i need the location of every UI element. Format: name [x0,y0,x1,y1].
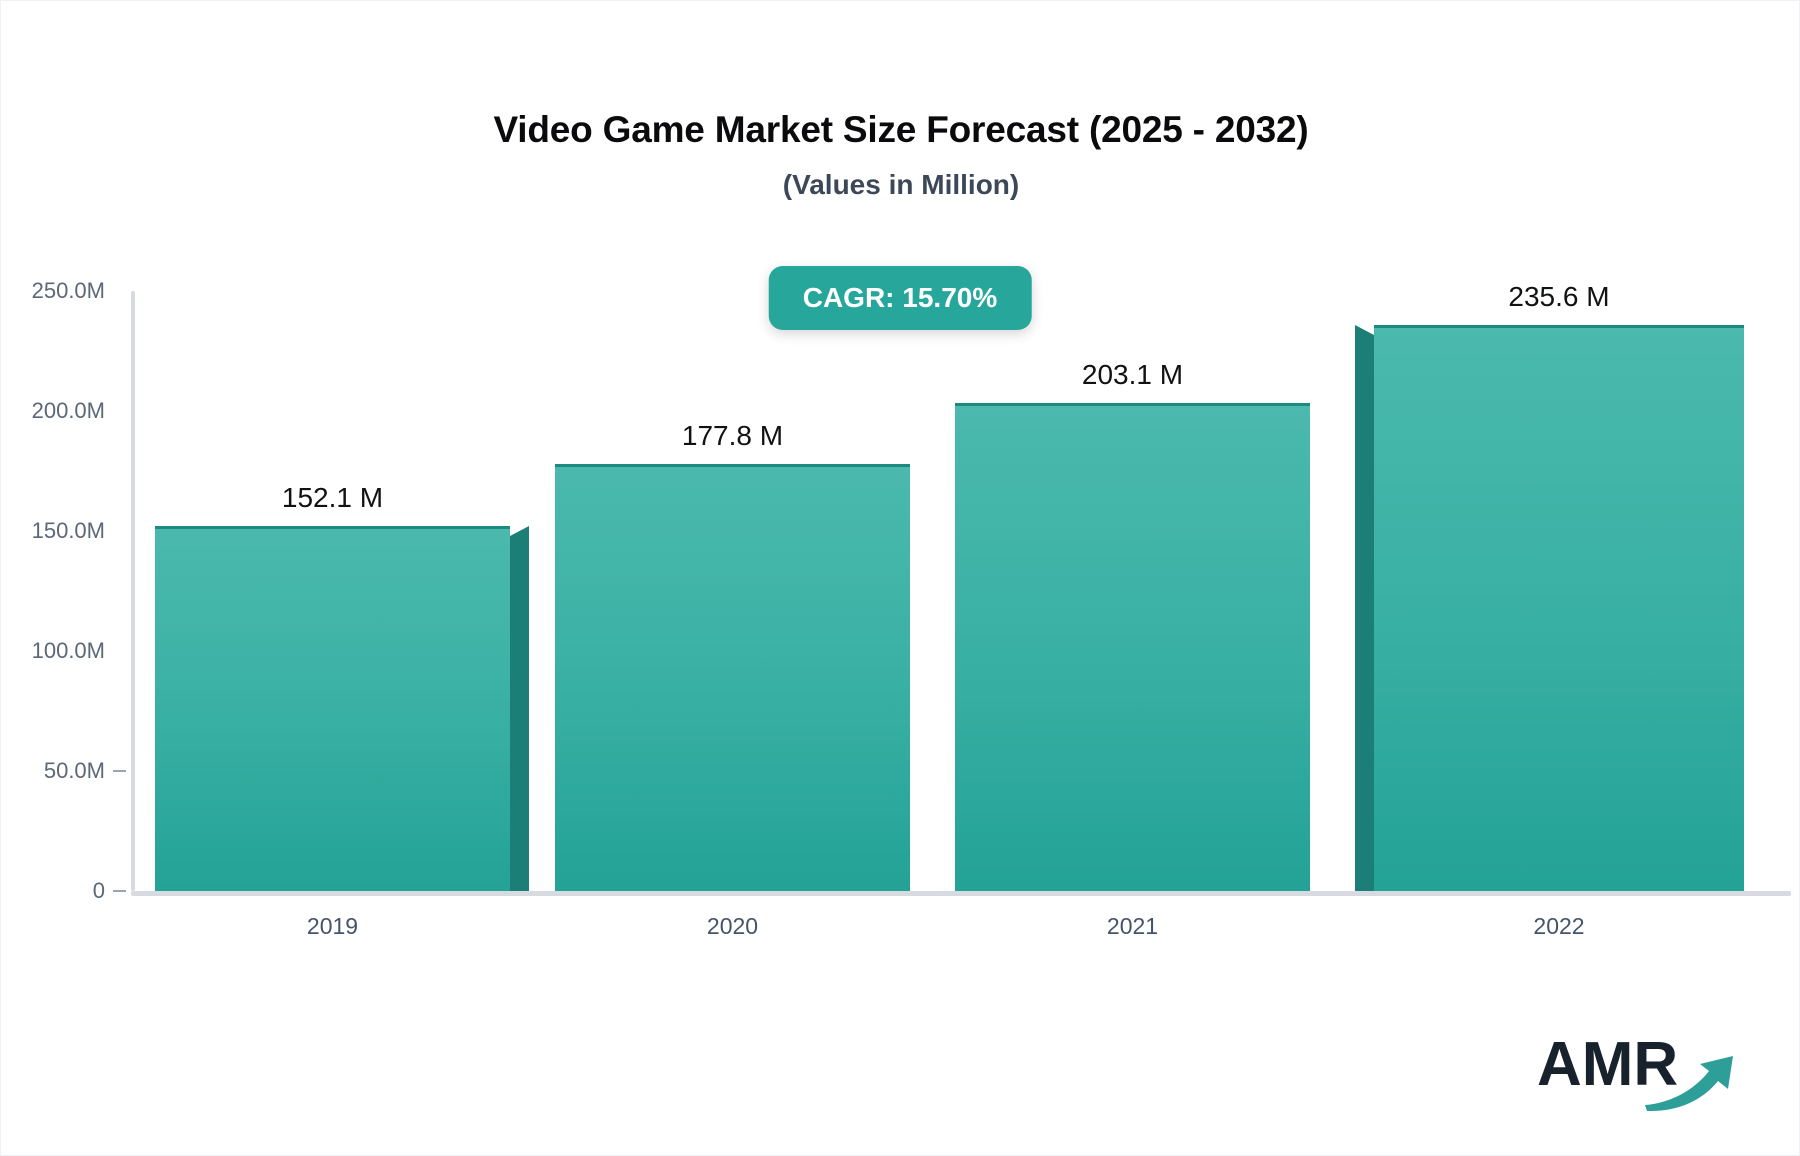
y-tick-label-100: 100.0M [31,638,105,663]
cagr-badge: CAGR: 15.70% [768,266,1032,330]
x-tick-label-2021: 2021 [1106,913,1159,939]
bar-side-shadow-2019 [510,526,529,891]
chart-subtitle: (Values in Million) [782,169,1020,200]
bar-2022[interactable] [1374,325,1744,891]
amr-logo: AMR [1537,1023,1747,1115]
y-tick-mark-0 [113,890,126,892]
x-axis-line [131,891,1791,896]
growth-arrow-icon [1645,1056,1733,1112]
bar-group-2020[interactable]: 177.8 M 2020 [555,291,910,939]
bar-2021[interactable] [955,403,1310,891]
x-tick-label-2020: 2020 [706,913,759,939]
y-tick-label-50: 50.0M [43,758,105,783]
bar-value-2022: 235.6 M [1508,281,1610,312]
bar-group-2022[interactable]: 235.6 M 2022 [1355,281,1744,939]
bar-series: 152.1 M 2019 177.8 M 2020 203.1 M 2021 2… [131,281,1791,939]
bar-group-2021[interactable]: 203.1 M 2021 [955,291,1310,939]
y-tick-label-0: 0 [92,878,105,903]
y-tick-label-250: 250.0M [31,278,105,303]
bar-value-2021: 203.1 M [1081,359,1184,390]
y-axis-labels: 250.0M 200.0M 150.0M 100.0M 50.0M 0 [1,278,126,903]
y-tick-label-200: 200.0M [31,398,105,423]
x-tick-label-2022: 2022 [1533,913,1585,939]
bar-group-2019[interactable]: 152.1 M 2019 [155,291,529,939]
y-axis-line [131,291,135,891]
bar-value-2019: 152.1 M [281,482,384,513]
bar-value-2020: 177.8 M [681,420,784,451]
y-tick-label-150: 150.0M [31,518,105,543]
plot-area: 152.1 M 2019 177.8 M 2020 203.1 M 2021 2… [131,281,1791,939]
bar-2019[interactable] [155,526,510,891]
page-title: Video Game Market Size Forecast (2025 - … [493,109,1309,150]
x-tick-label-2019: 2019 [306,913,359,939]
bar-2020[interactable] [555,464,910,891]
y-tick-mark-50 [113,770,126,772]
bar-side-shadow-2022 [1355,325,1374,891]
logo-text: AMR [1537,1030,1678,1099]
